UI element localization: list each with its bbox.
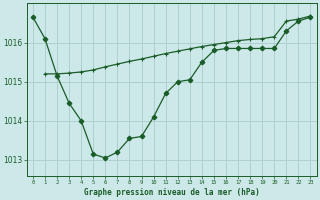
X-axis label: Graphe pression niveau de la mer (hPa): Graphe pression niveau de la mer (hPa) xyxy=(84,188,260,197)
